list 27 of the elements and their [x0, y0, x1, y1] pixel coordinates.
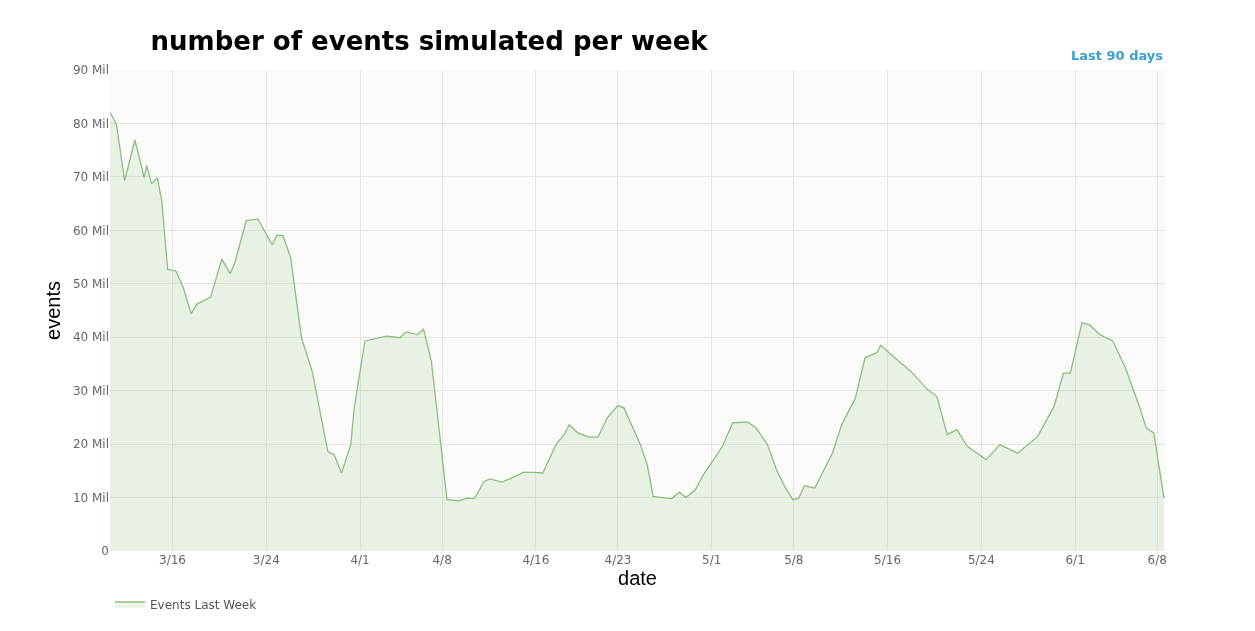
y-tick-label: 40 Mil [72, 330, 109, 345]
y-tick-label: 10 Mil [72, 490, 109, 505]
x-tick-label: 4/8 [432, 553, 452, 567]
y-tick-label: 80 Mil [72, 116, 109, 131]
y-tick-label: 30 Mil [72, 383, 109, 398]
y-tick-label: 60 Mil [72, 223, 109, 238]
text: Last 90 days [1071, 48, 1164, 63]
x-tick-label: 5/8 [784, 553, 804, 567]
x-tick-label: 5/24 [967, 553, 995, 567]
x-tick-label: 4/23 [604, 553, 632, 567]
x-tick-label: 4/16 [522, 553, 550, 567]
x-tick-label: 6/1 [1065, 553, 1085, 567]
y-tick-label: 0 [101, 544, 109, 559]
y-tick-label: 90 Mil [72, 63, 109, 78]
x-tick-label: 3/16 [159, 553, 186, 567]
x-tick-label: 4/1 [350, 553, 370, 567]
x-tick-label: 3/24 [252, 553, 280, 567]
x-tick-label: 6/8 [1147, 553, 1167, 567]
y-tick-label: 50 Mil [72, 276, 109, 291]
x-tick-label: 5/16 [874, 553, 902, 567]
legend-label: Events Last Week [150, 597, 257, 612]
y-axis-title: events [42, 281, 65, 340]
y-tick-label: 70 Mil [72, 170, 109, 185]
chart-title: number of events simulated per week [150, 25, 709, 56]
x-axis-title: date [618, 567, 657, 589]
x-tick-label: 5/1 [702, 553, 722, 567]
y-tick-label: 20 Mil [72, 437, 109, 452]
